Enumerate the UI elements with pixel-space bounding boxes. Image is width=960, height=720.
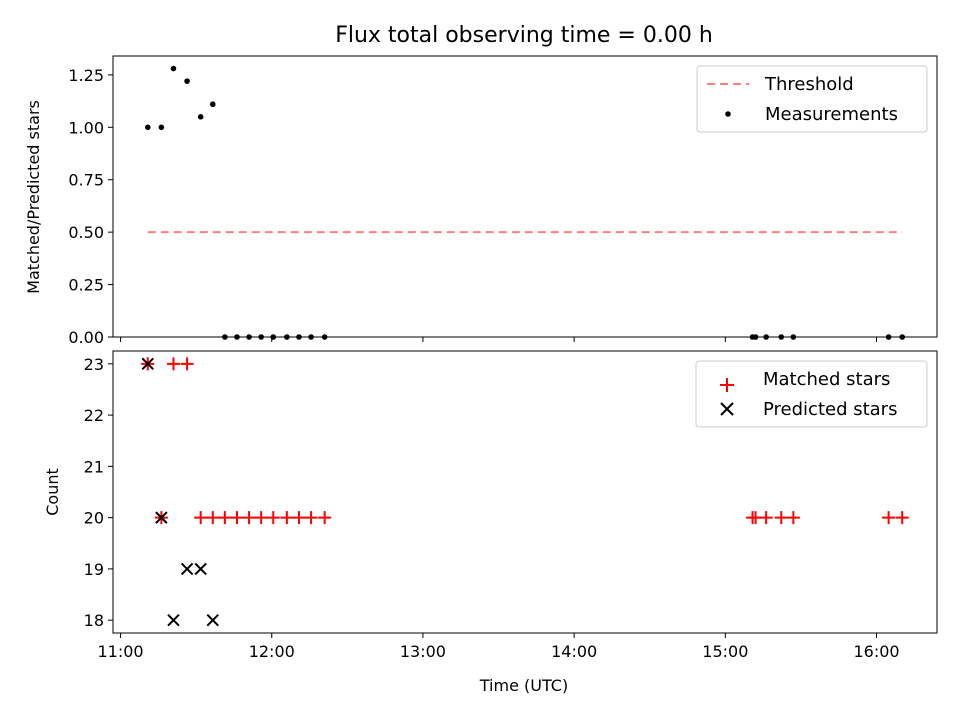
matched-star-point [206, 511, 220, 525]
count-legend: Matched stars Predicted stars [695, 360, 928, 428]
legend-measurements-swatch [725, 111, 731, 117]
count-plot-frame [112, 350, 938, 634]
matched-star-point [166, 357, 180, 371]
legend-threshold-label: Threshold [764, 74, 854, 95]
legend-predicted-label: Predicted stars [763, 399, 897, 420]
ratio-y-tick-label: 0.25 [68, 276, 104, 295]
ratio-y-tick-label: 1.25 [68, 66, 104, 85]
count-legend-box [695, 360, 928, 428]
predicted-star-point [180, 562, 194, 576]
count-y-ticks: 18 19 20 21 22 23 [84, 355, 113, 630]
ratio-x-ticks [120, 337, 878, 342]
ratio-legend: Threshold Measurements [696, 65, 928, 133]
matched-star-point [304, 511, 318, 525]
matched-star-point [180, 357, 194, 371]
matched-star-point [218, 511, 232, 525]
matched-star-point [230, 511, 244, 525]
count-x-tick-label: 12:00 [249, 642, 295, 661]
predicted-star-point [206, 613, 219, 627]
measurement-point [308, 334, 314, 340]
matched-star-point [786, 511, 800, 525]
legend-matched-swatch [720, 378, 734, 392]
legend-predicted-swatch [720, 402, 734, 416]
count-panel: 18 19 20 21 22 23 11:00 12:00 13:00 14:00 15:00 16… [43, 350, 938, 695]
measurement-point [885, 334, 892, 340]
count-x-ticks: 11:00 12:00 13:00 14:00 15:00 16:00 [98, 633, 900, 661]
matched-star-point [292, 511, 306, 525]
ratio-plot-frame [112, 55, 938, 338]
legend-matched-label: Matched stars [763, 369, 890, 390]
measurement-point [270, 334, 277, 340]
matched-star-point [194, 511, 208, 525]
matched-star-point [895, 511, 909, 525]
predicted-star-point [194, 562, 207, 576]
chart-title: Flux total observing time = 0.00 h [335, 23, 713, 48]
measurement-point [246, 334, 252, 340]
matched-star-point [266, 511, 280, 525]
measurement-point [144, 124, 151, 131]
matched-star-point [774, 511, 788, 525]
ratio-y-tick-label: 1.00 [68, 118, 104, 137]
measurement-point [284, 334, 290, 340]
count-y-tick-label: 23 [84, 355, 104, 374]
measurement-point [296, 334, 302, 340]
measurement-point [321, 334, 328, 340]
ratio-y-tick-label: 0.50 [68, 223, 104, 242]
ratio-panel: 0.00 0.25 0.50 0.75 1.00 1.25 Matched/Predict… [24, 55, 938, 347]
matched-star-point [882, 511, 896, 525]
matched-star-point [242, 511, 256, 525]
predicted-star-point [141, 357, 154, 371]
count-y-axis-title: Count [43, 468, 62, 516]
measurement-point [899, 334, 906, 340]
predicted-star-points [141, 357, 219, 627]
measurement-point [222, 334, 228, 340]
count-y-tick-label: 22 [84, 406, 104, 425]
count-y-tick-label: 19 [84, 560, 104, 579]
count-y-tick-label: 21 [84, 457, 104, 476]
measurement-point [752, 334, 759, 340]
ratio-y-tick-label: 0.75 [68, 171, 104, 190]
measurement-point [184, 78, 190, 84]
legend-measurements-label: Measurements [765, 104, 898, 125]
x-axis-title: Time (UTC) [479, 676, 568, 695]
ratio-legend-box [696, 65, 928, 133]
matched-star-point [759, 511, 773, 525]
measurement-point [258, 334, 264, 340]
measurement-point [170, 65, 177, 72]
measurement-points [144, 65, 906, 340]
predicted-star-point [167, 613, 180, 627]
measurement-point [234, 334, 240, 340]
count-y-tick-label: 18 [84, 611, 104, 630]
measurement-point [158, 124, 165, 131]
ratio-y-tick-label: 0.00 [68, 328, 104, 347]
count-x-tick-label: 16:00 [853, 642, 899, 661]
matched-star-point [318, 511, 332, 525]
measurement-point [790, 334, 797, 340]
measurement-point [209, 101, 216, 108]
measurement-point [763, 334, 769, 340]
matched-star-point [254, 511, 268, 525]
ratio-y-axis-title: Matched/Predicted stars [24, 100, 43, 294]
count-x-tick-label: 15:00 [702, 642, 748, 661]
count-x-tick-label: 11:00 [98, 642, 144, 661]
count-x-tick-label: 14:00 [551, 642, 597, 661]
count-x-tick-label: 13:00 [400, 642, 446, 661]
predicted-star-point [155, 511, 168, 524]
ratio-y-ticks: 0.00 0.25 0.50 0.75 1.00 1.25 [68, 66, 113, 347]
matched-star-point [280, 511, 294, 525]
count-y-tick-label: 20 [84, 509, 104, 528]
measurement-point [197, 114, 204, 120]
measurement-point [778, 334, 785, 340]
